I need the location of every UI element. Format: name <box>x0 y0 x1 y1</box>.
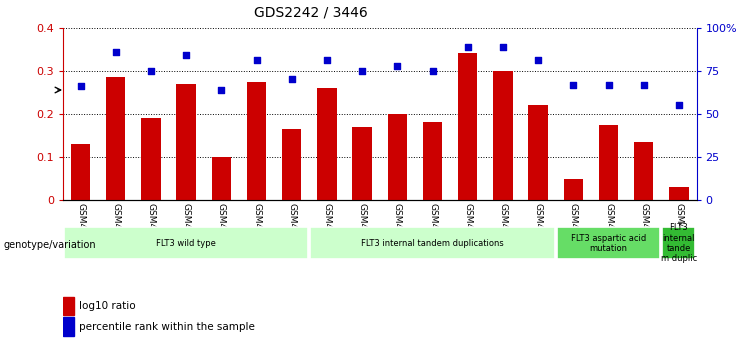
Bar <box>212 157 231 200</box>
Point <box>673 102 685 108</box>
Bar <box>662 227 696 259</box>
Bar <box>63 297 74 315</box>
Point <box>321 58 333 63</box>
Bar <box>458 53 477 200</box>
Point <box>532 58 544 63</box>
Bar <box>63 317 74 335</box>
Point <box>462 44 473 49</box>
Bar <box>599 125 618 200</box>
Bar <box>528 105 548 200</box>
Text: genotype/variation: genotype/variation <box>4 240 96 250</box>
Point <box>250 58 262 63</box>
Text: FLT3 internal tandem duplications: FLT3 internal tandem duplications <box>361 239 504 248</box>
Point <box>110 49 122 55</box>
Bar <box>64 227 308 259</box>
Point <box>638 82 650 87</box>
Bar <box>353 127 372 200</box>
Point <box>427 68 439 73</box>
Bar <box>494 71 513 200</box>
Bar <box>317 88 336 200</box>
Text: percentile rank within the sample: percentile rank within the sample <box>79 322 255 332</box>
Text: FLT3 wild type: FLT3 wild type <box>156 239 216 248</box>
Point <box>286 77 298 82</box>
Point <box>180 52 192 58</box>
Point <box>602 82 614 87</box>
Text: FLT3 aspartic acid
mutation: FLT3 aspartic acid mutation <box>571 234 646 253</box>
Bar <box>423 122 442 200</box>
Text: GDS2242 / 3446: GDS2242 / 3446 <box>254 5 368 19</box>
Bar <box>142 118 161 200</box>
Point <box>391 63 403 68</box>
Bar <box>247 81 266 200</box>
Bar <box>556 227 660 259</box>
Text: FLT3
internal
tande
m duplic: FLT3 internal tande m duplic <box>661 223 697 263</box>
Bar <box>106 77 125 200</box>
Bar <box>282 129 302 200</box>
Bar <box>310 227 555 259</box>
Text: log10 ratio: log10 ratio <box>79 301 136 311</box>
Bar <box>634 142 654 200</box>
Point <box>568 82 579 87</box>
Point <box>75 83 87 89</box>
Bar <box>388 114 407 200</box>
Bar <box>71 144 90 200</box>
Bar <box>176 84 196 200</box>
Bar <box>669 187 688 200</box>
Point <box>216 87 227 92</box>
Point <box>145 68 157 73</box>
Point <box>497 44 509 49</box>
Point <box>356 68 368 73</box>
Bar <box>564 179 583 200</box>
